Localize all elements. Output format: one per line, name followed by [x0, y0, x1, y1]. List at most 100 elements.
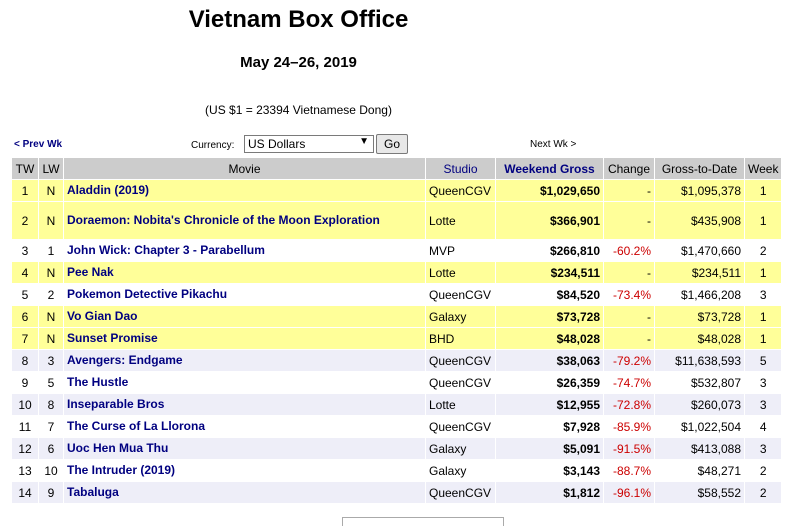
rank-this-week: 7: [11, 327, 39, 350]
movie-title-link[interactable]: Uoc Hen Mua Thu: [63, 437, 426, 460]
weekend-gross: $5,091: [495, 437, 604, 460]
col-header-tw[interactable]: TW: [11, 157, 39, 180]
gross-change: -73.4%: [603, 283, 655, 306]
weekend-gross: $1,029,650: [495, 179, 604, 202]
col-header-studio[interactable]: Studio: [425, 157, 496, 180]
currency-select[interactable]: US Dollars ▼: [244, 135, 374, 153]
gross-to-date: $413,088: [654, 437, 745, 460]
studio-name[interactable]: QueenCGV: [425, 481, 496, 504]
gross-change: -: [603, 179, 655, 202]
rank-this-week: 8: [11, 349, 39, 372]
week-count: 2: [743, 481, 783, 504]
weekend-gross: $7,928: [495, 415, 604, 438]
studio-name[interactable]: Galaxy: [425, 305, 496, 328]
rank-last-week: N: [38, 201, 64, 240]
rank-last-week: 2: [38, 283, 64, 306]
table-row: 14 9 Tabaluga QueenCGV $1,812 -96.1% $58,552 2: [11, 481, 783, 504]
movie-title-link[interactable]: Sunset Promise: [63, 327, 426, 350]
rank-this-week: 9: [11, 371, 39, 394]
week-count: 2: [743, 459, 783, 482]
rank-this-week: 13: [11, 459, 39, 482]
movie-title-link[interactable]: The Hustle: [63, 371, 426, 394]
studio-name[interactable]: BHD: [425, 327, 496, 350]
col-header-week[interactable]: Week: [743, 157, 783, 180]
table-row: 4 N Pee Nak Lotte $234,511- $234,511 1: [11, 261, 783, 284]
rank-this-week: 12: [11, 437, 39, 460]
weekend-gross: $84,520: [495, 283, 604, 306]
gross-to-date: $532,807: [654, 371, 745, 394]
studio-name[interactable]: Lotte: [425, 201, 496, 240]
movie-title-link[interactable]: Vo Gian Dao: [63, 305, 426, 328]
rank-this-week: 1: [11, 179, 39, 202]
week-count: 5: [743, 349, 783, 372]
movie-title-link[interactable]: Tabaluga: [63, 481, 426, 504]
prev-week-link[interactable]: < Prev Wk: [14, 139, 63, 150]
studio-name[interactable]: Galaxy: [425, 437, 496, 460]
bottom-control-edge: [342, 517, 504, 526]
movie-title-link[interactable]: The Curse of La Llorona: [63, 415, 426, 438]
rank-this-week: 10: [11, 393, 39, 416]
gross-to-date: $73,728: [654, 305, 745, 328]
studio-name[interactable]: QueenCGV: [425, 371, 496, 394]
gross-change: -91.5%: [603, 437, 655, 460]
week-count: 3: [743, 283, 783, 306]
gross-to-date: $48,271: [654, 459, 745, 482]
rank-last-week: 1: [38, 239, 64, 262]
gross-change: -74.7%: [603, 371, 655, 394]
movie-title-link[interactable]: Inseparable Bros: [63, 393, 426, 416]
rank-last-week: N: [38, 179, 64, 202]
table-row: 9 5 The Hustle QueenCGV $26,359 -74.7% $532,80…: [11, 371, 783, 394]
movie-title-link[interactable]: The Intruder (2019): [63, 459, 426, 482]
col-header-gross-to-date[interactable]: Gross-to-Date: [654, 157, 745, 180]
rank-last-week: N: [38, 305, 64, 328]
next-week-link[interactable]: Next Wk >: [530, 139, 577, 150]
movie-title-link[interactable]: Doraemon: Nobita's Chronicle of the Moon…: [63, 201, 426, 240]
rank-last-week: 7: [38, 415, 64, 438]
gross-change: -96.1%: [603, 481, 655, 504]
studio-name[interactable]: MVP: [425, 239, 496, 262]
movie-title-link[interactable]: Pokemon Detective Pikachu: [63, 283, 426, 306]
week-count: 4: [743, 415, 783, 438]
table-row: 8 3 Avengers: Endgame QueenCGV $38,063 -79.2%…: [11, 349, 783, 372]
col-header-lw[interactable]: LW: [38, 157, 64, 180]
rank-last-week: 6: [38, 437, 64, 460]
studio-name[interactable]: QueenCGV: [425, 349, 496, 372]
studio-name[interactable]: QueenCGV: [425, 415, 496, 438]
studio-name[interactable]: QueenCGV: [425, 283, 496, 306]
gross-to-date: $11,638,593: [654, 349, 745, 372]
gross-change: -: [603, 261, 655, 284]
studio-name[interactable]: Lotte: [425, 261, 496, 284]
studio-name[interactable]: Galaxy: [425, 459, 496, 482]
col-header-movie[interactable]: Movie: [63, 157, 426, 180]
box-office-table: TW LW Movie Studio Weekend Gross Change …: [11, 157, 783, 504]
week-count: 1: [743, 327, 783, 350]
gross-to-date: $58,552: [654, 481, 745, 504]
week-count: 3: [743, 393, 783, 416]
rank-this-week: 6: [11, 305, 39, 328]
go-button[interactable]: Go: [376, 134, 408, 154]
gross-change: -: [603, 305, 655, 328]
table-row: 7 N Sunset Promise BHD $48,028- $48,028 1: [11, 327, 783, 350]
weekend-gross: $73,728: [495, 305, 604, 328]
weekend-gross: $1,812: [495, 481, 604, 504]
rank-last-week: N: [38, 327, 64, 350]
col-header-weekend-gross[interactable]: Weekend Gross: [495, 157, 604, 180]
weekend-gross: $266,810: [495, 239, 604, 262]
col-header-change[interactable]: Change: [603, 157, 655, 180]
gross-change: -: [603, 201, 655, 240]
movie-title-link[interactable]: Aladdin (2019): [63, 179, 426, 202]
week-navigation: < Prev Wk Currency: US Dollars ▼ Go Next…: [0, 134, 787, 156]
movie-title-link[interactable]: John Wick: Chapter 3 - Parabellum: [63, 239, 426, 262]
week-count: 3: [743, 371, 783, 394]
table-row: 13 10 The Intruder (2019) Galaxy $3,143 -88.7…: [11, 459, 783, 482]
movie-title-link[interactable]: Pee Nak: [63, 261, 426, 284]
studio-name[interactable]: QueenCGV: [425, 179, 496, 202]
weekend-gross: $234,511: [495, 261, 604, 284]
weekend-gross: $3,143: [495, 459, 604, 482]
studio-name[interactable]: Lotte: [425, 393, 496, 416]
weekend-gross: $366,901: [495, 201, 604, 240]
week-count: 3: [743, 437, 783, 460]
gross-to-date: $1,466,208: [654, 283, 745, 306]
movie-title-link[interactable]: Avengers: Endgame: [63, 349, 426, 372]
gross-change: -60.2%: [603, 239, 655, 262]
